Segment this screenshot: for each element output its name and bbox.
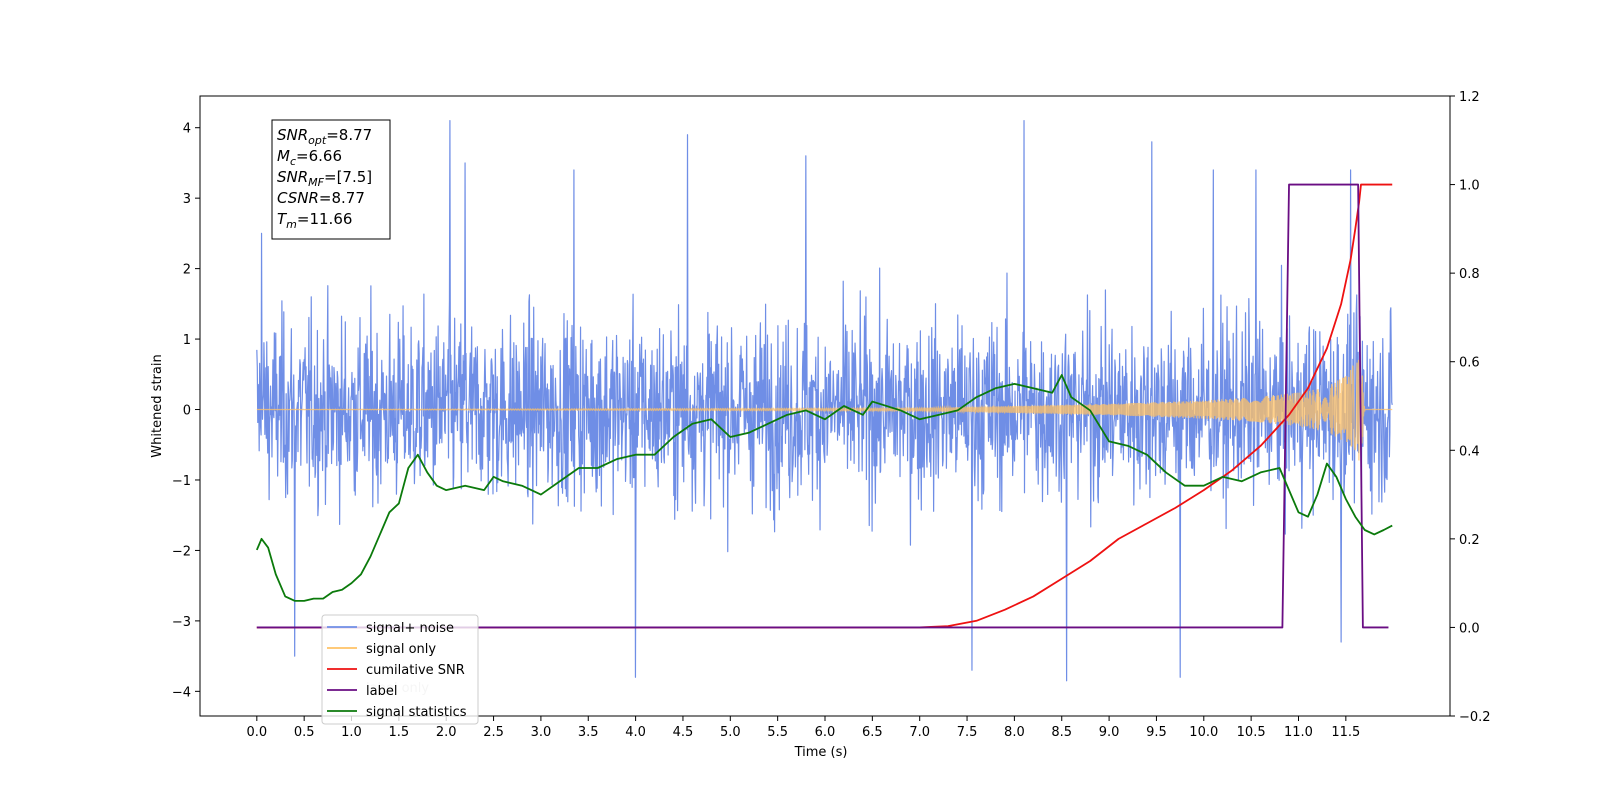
y-right-tick-label: 0.8 (1459, 267, 1480, 282)
x-tick-label: 11.5 (1331, 725, 1360, 740)
x-tick-label: 10.5 (1237, 725, 1266, 740)
series-signal-noise (256, 120, 1393, 682)
x-tick-label: 3.5 (578, 725, 599, 740)
x-axis-label: Time (s) (794, 745, 848, 760)
y-left-tick-label: −1 (172, 474, 191, 489)
x-tick-label: 2.0 (436, 725, 457, 740)
y-right-tick-label: 0.4 (1459, 444, 1480, 459)
info-box-line: CSNR=8.77 (277, 189, 365, 207)
legend-entry-label: signal statistics (366, 705, 467, 720)
y-left-tick-label: 2 (183, 263, 191, 278)
legend-entry-label: signal+ noise (366, 621, 454, 636)
x-tick-label: 9.0 (1099, 725, 1120, 740)
legend-entry-label: label (366, 684, 397, 699)
x-tick-label: 1.0 (341, 725, 362, 740)
y-right-tick-label: 0.0 (1459, 621, 1480, 636)
x-tick-label: 5.0 (720, 725, 741, 740)
x-tick-label: 11.0 (1284, 725, 1313, 740)
x-tick-label: 3.0 (531, 725, 552, 740)
y-right-tick-label: −0.2 (1459, 710, 1491, 725)
x-tick-label: 2.5 (483, 725, 504, 740)
info-box-line: Mc=6.66 (277, 147, 342, 168)
x-tick-label: 0.0 (246, 725, 267, 740)
x-tick-label: 7.5 (957, 725, 978, 740)
x-tick-label: 0.5 (294, 725, 315, 740)
legend-entry-label: cumilative SNR (366, 663, 465, 678)
y-left-tick-label: −2 (172, 544, 191, 559)
x-tick-label: 4.0 (625, 725, 646, 740)
legend-frame (321, 614, 479, 725)
series-layer (255, 120, 1393, 682)
y-left-tick-label: −3 (172, 615, 191, 630)
y-left-tick-label: 0 (183, 404, 191, 419)
x-tick-label: 7.0 (909, 725, 930, 740)
series-signal-only (256, 359, 1393, 461)
axes-layer: 0.0 0.5 1.0 1.5 2.0 2.5 3.0 3.5 4.0 4.5 5.0 5.5 6.0 6… (172, 90, 1491, 740)
y-right-tick-label: 1.0 (1459, 179, 1480, 194)
info-box-line: Tm=11.66 (277, 210, 352, 231)
y-left-tick-label: 4 (183, 122, 191, 137)
legend-entry-label: signal only (366, 642, 436, 657)
x-tick-label: 8.0 (1004, 725, 1025, 740)
series-cumulative-snr (256, 183, 1393, 629)
x-tick-label: 10.0 (1189, 725, 1218, 740)
y-left-tick-label: 1 (183, 333, 191, 348)
x-tick-label: 5.5 (767, 725, 788, 740)
x-tick-label: 6.5 (862, 725, 883, 740)
y-left-tick-label: −4 (172, 685, 191, 700)
y-right-tick-label: 0.6 (1459, 356, 1480, 371)
series-signal-statistics (255, 374, 1393, 602)
y-axis-label-left: Whitened strain (150, 354, 165, 457)
x-tick-label: 9.5 (1146, 725, 1167, 740)
info-box-line: SNRMF=[7.5] (277, 168, 372, 189)
info-box-line: SNRopt=8.77 (277, 126, 372, 147)
x-tick-label: 6.0 (815, 725, 836, 740)
y-left-tick-label: 3 (183, 192, 191, 207)
x-tick-label: 8.5 (1051, 725, 1072, 740)
y-right-tick-label: 0.2 (1459, 533, 1480, 548)
info-box-frame (271, 119, 391, 240)
x-tick-label: 1.5 (389, 725, 410, 740)
y-right-tick-label: 1.2 (1459, 90, 1480, 105)
x-tick-label: 4.5 (673, 725, 694, 740)
series-label (256, 183, 1389, 629)
